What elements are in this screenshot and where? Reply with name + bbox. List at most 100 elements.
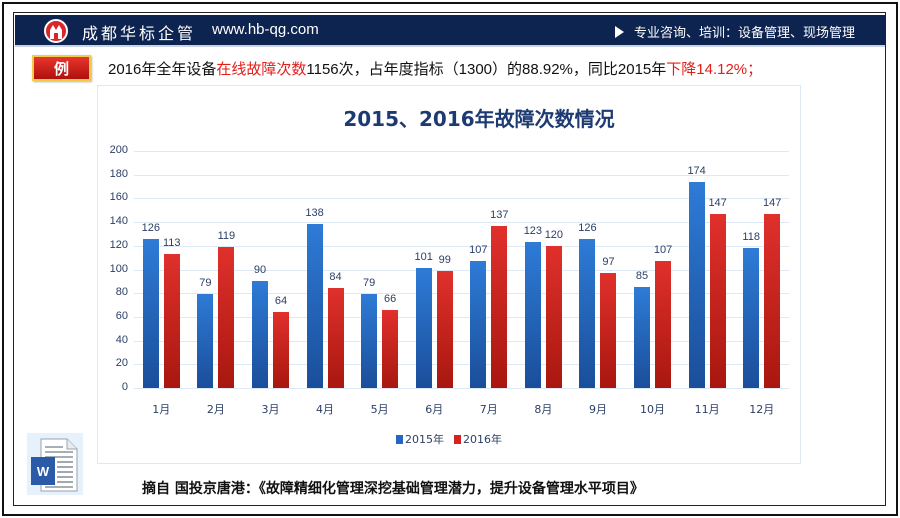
summary-part: 2016年全年设备 bbox=[108, 61, 217, 78]
x-axis-tick: 12月 bbox=[749, 403, 775, 416]
gridline bbox=[134, 245, 789, 247]
summary-highlight: 在线故障次数 bbox=[216, 61, 307, 78]
data-label: 120 bbox=[544, 228, 564, 241]
legend-swatch-icon bbox=[454, 434, 461, 444]
data-label: 101 bbox=[414, 251, 433, 264]
bar-2016年-9月 bbox=[600, 273, 617, 388]
bar-2015年-8月 bbox=[524, 242, 541, 388]
y-axis-tick: 20 bbox=[115, 357, 128, 370]
data-label: 107 bbox=[469, 244, 488, 257]
brand-name: 成都华标企管 bbox=[82, 24, 197, 43]
legend-label: 2016年 bbox=[463, 433, 502, 446]
data-label: 126 bbox=[141, 221, 160, 234]
x-axis-tick: 1月 bbox=[152, 403, 171, 416]
data-label: 123 bbox=[523, 225, 543, 238]
y-axis-tick: 200 bbox=[109, 144, 128, 156]
bar-2016年-6月 bbox=[436, 270, 453, 388]
y-axis-tick: 40 bbox=[115, 333, 128, 346]
bar-2016年-12月 bbox=[764, 213, 781, 388]
legend-item: 2016年 bbox=[454, 431, 502, 447]
example-badge: 例 bbox=[32, 55, 91, 81]
data-label: 119 bbox=[217, 229, 236, 242]
gridline bbox=[134, 388, 789, 389]
y-axis-tick: 60 bbox=[115, 309, 128, 322]
data-label: 147 bbox=[708, 196, 727, 209]
gridline bbox=[134, 364, 789, 366]
data-label: 84 bbox=[329, 271, 342, 284]
chart-title: 2015、2016年故障次数情况 bbox=[343, 107, 615, 131]
summary-highlight: 下降14.12%； bbox=[666, 61, 763, 78]
bar-2016年-4月 bbox=[327, 288, 344, 388]
data-label: 79 bbox=[199, 277, 212, 290]
gridline bbox=[134, 316, 789, 318]
word-document-icon: W bbox=[27, 433, 83, 495]
tagline-text: 专业咨询、培训：设备管理、现场管理 bbox=[633, 26, 855, 41]
y-axis-tick: 0 bbox=[121, 381, 128, 393]
x-axis-tick: 5月 bbox=[370, 403, 389, 416]
gridline bbox=[134, 340, 789, 342]
bar-2016年-2月 bbox=[218, 247, 235, 388]
bar-2016年-7月 bbox=[491, 225, 508, 388]
y-axis-tick: 100 bbox=[109, 262, 128, 275]
data-label: 118 bbox=[742, 231, 760, 244]
data-label: 147 bbox=[763, 196, 782, 209]
legend-label: 2015年 bbox=[405, 433, 444, 446]
y-axis-tick: 80 bbox=[115, 286, 128, 299]
data-label: 174 bbox=[687, 164, 706, 177]
bar-2016年-3月 bbox=[272, 312, 289, 388]
svg-text:W: W bbox=[37, 464, 50, 479]
bar-2015年-10月 bbox=[634, 287, 651, 388]
bar-2015年-1月 bbox=[142, 238, 159, 388]
data-label: 79 bbox=[363, 277, 376, 290]
data-label: 64 bbox=[274, 295, 288, 308]
legend-item: 2015年 bbox=[396, 431, 444, 447]
data-label: 97 bbox=[602, 256, 615, 269]
data-label: 66 bbox=[384, 292, 397, 305]
bar-2016年-11月 bbox=[709, 213, 726, 388]
bar-2015年-2月 bbox=[197, 294, 214, 388]
x-axis-tick: 10月 bbox=[640, 403, 666, 416]
summary-text: 2016年全年设备在线故障次数1156次，占年度指标（1300）的88.92%，… bbox=[108, 58, 762, 79]
bar-2016年-8月 bbox=[545, 245, 562, 388]
data-label: 85 bbox=[635, 270, 649, 283]
data-label: 126 bbox=[578, 221, 597, 234]
brand-url[interactable]: www.hb-qg.com bbox=[212, 21, 319, 38]
bar-2015年-4月 bbox=[306, 224, 323, 388]
gridline bbox=[134, 151, 789, 152]
gridline bbox=[134, 293, 789, 295]
x-axis-tick: 7月 bbox=[479, 403, 498, 416]
x-axis-tick: 8月 bbox=[534, 403, 553, 416]
summary-part: 1156次，占年度指标（1300）的88.92%，同比2015年 bbox=[306, 61, 667, 78]
bar-2015年-7月 bbox=[470, 261, 487, 388]
header-bar: 成都华标企管 www.hb-qg.com 专业咨询、培训：设备管理、现场管理 bbox=[15, 15, 885, 47]
legend-swatch-icon bbox=[396, 434, 403, 444]
bar-2015年-6月 bbox=[415, 268, 432, 388]
x-axis-tick: 11月 bbox=[694, 403, 720, 416]
company-logo-icon bbox=[44, 19, 68, 43]
chart-legend: 2015年 2016年 bbox=[98, 431, 800, 447]
data-label: 99 bbox=[438, 253, 451, 266]
play-triangle-icon bbox=[614, 25, 624, 38]
y-axis-tick: 120 bbox=[109, 238, 128, 251]
bar-2015年-12月 bbox=[743, 248, 760, 388]
x-axis-tick: 9月 bbox=[588, 403, 607, 416]
y-axis-tick: 140 bbox=[109, 215, 128, 228]
x-axis-tick: 6月 bbox=[425, 403, 444, 416]
gridline bbox=[134, 222, 789, 224]
x-axis-tick: 3月 bbox=[261, 403, 280, 416]
chart-plot-area: 0 20 40 60 80 100 120 140 160 180 200 126 113 1月 79 119… bbox=[110, 144, 789, 416]
bar-2016年-10月 bbox=[655, 261, 672, 388]
gridline bbox=[134, 198, 789, 200]
data-label: 107 bbox=[653, 244, 673, 257]
x-axis-tick: 4月 bbox=[316, 403, 335, 416]
header-tagline: 专业咨询、培训：设备管理、现场管理 bbox=[614, 22, 855, 41]
bar-2015年-3月 bbox=[251, 281, 268, 388]
gridline bbox=[134, 269, 789, 271]
data-label: 137 bbox=[490, 208, 509, 221]
bar-2015年-5月 bbox=[361, 294, 378, 388]
bar-2016年-5月 bbox=[382, 309, 399, 388]
source-citation: 摘自 国投京唐港：《故障精细化管理深挖基础管理潜力，提升设备管理水平项目》 bbox=[142, 481, 644, 497]
x-axis-tick: 2月 bbox=[206, 403, 225, 416]
y-axis-tick: 180 bbox=[109, 167, 128, 180]
gridline bbox=[134, 174, 789, 176]
